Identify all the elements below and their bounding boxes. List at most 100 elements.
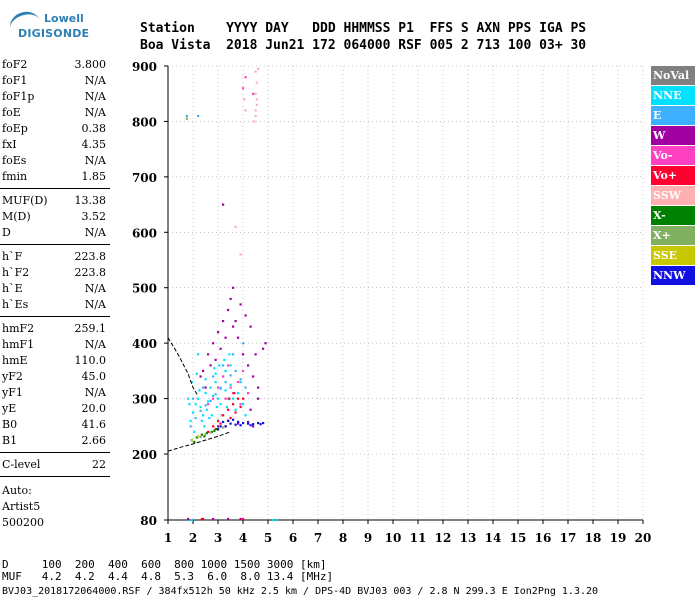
echo-point	[222, 375, 225, 378]
logo: Lowell DIGISONDE	[4, 7, 89, 46]
param-value: 223.8	[74, 266, 107, 279]
echo-point	[275, 519, 278, 522]
echo-point	[234, 225, 237, 228]
echo-point	[242, 403, 245, 406]
echo-point	[227, 397, 230, 400]
param-value: N/A	[84, 386, 106, 399]
legend-item: Vo+	[651, 166, 695, 185]
echo-point	[262, 421, 265, 425]
echo-point	[244, 386, 247, 389]
echo-point	[214, 428, 217, 431]
echo-point	[229, 297, 232, 300]
echo-point	[247, 420, 250, 424]
echo-point	[242, 517, 245, 521]
param-row: C-level 22	[2, 458, 110, 474]
station-header: Station YYYY DAY DDD HHMMSS P1 FFS S AXN…	[140, 20, 586, 54]
param-row: hmE 110.0	[2, 354, 110, 370]
param-name: foF1	[2, 74, 28, 87]
echo-point	[192, 411, 195, 414]
y-tick-label: 300	[132, 393, 157, 407]
param-value: 41.6	[81, 418, 107, 431]
echo-point	[199, 435, 202, 439]
echo-point	[200, 433, 203, 436]
param-name: M(D)	[2, 210, 31, 223]
echo-point	[203, 435, 206, 438]
echo-point	[210, 414, 213, 417]
param-name: B1	[2, 434, 18, 447]
x-tick-label: 1	[164, 531, 172, 545]
echo-point	[272, 519, 275, 522]
x-tick-label: 10	[385, 531, 402, 545]
x-tick-label: 14	[485, 531, 502, 545]
echo-point	[229, 364, 232, 367]
param-value: 4.35	[81, 138, 107, 151]
x-tick-label: 9	[364, 531, 372, 545]
param-value: 22	[92, 458, 106, 471]
echo-point	[215, 428, 218, 431]
echo-point	[188, 403, 191, 406]
param-value: N/A	[84, 74, 106, 87]
echo-point	[254, 353, 257, 356]
echo-point	[237, 397, 240, 400]
x-tick-label: 7	[314, 531, 322, 545]
echo-point	[205, 431, 208, 435]
separator	[0, 244, 110, 245]
echo-point	[218, 364, 221, 367]
y-tick-label: 500	[132, 282, 157, 296]
echo-point	[222, 319, 225, 323]
echo-point	[227, 419, 230, 422]
echo-point	[262, 347, 265, 350]
echo-point	[232, 325, 235, 328]
echo-point	[242, 87, 245, 90]
echo-point	[239, 405, 242, 409]
echo-point	[214, 393, 217, 396]
x-tick-label: 20	[635, 531, 652, 545]
echo-point	[209, 399, 212, 402]
echo-point	[213, 429, 216, 432]
echo-point	[212, 425, 215, 428]
echo-point	[227, 364, 230, 367]
param-name: foF2	[2, 58, 28, 71]
param-value: N/A	[84, 298, 106, 311]
echo-point	[217, 419, 220, 422]
echo-point	[198, 389, 201, 392]
param-row: foF1p N/A	[2, 90, 110, 106]
echo-point	[200, 419, 203, 422]
param-row: foF1 N/A	[2, 74, 110, 90]
muf-table: D 100 200 400 600 800 1000 1500 3000 [km…	[2, 559, 333, 583]
echo-point	[234, 319, 237, 323]
echo-point	[234, 423, 237, 426]
echo-point	[217, 425, 220, 428]
echo-point	[239, 517, 242, 521]
echo-point	[255, 81, 258, 84]
echo-point	[212, 397, 215, 400]
echo-point	[190, 439, 193, 442]
y-tick-label: 400	[132, 337, 157, 351]
echo-point	[244, 414, 247, 417]
echo-point	[217, 428, 220, 431]
y-tick-label: 900	[132, 60, 157, 74]
echo-point	[253, 120, 256, 123]
muf-row: MUF 4.2 4.2 4.4 4.8 5.3 6.0 8.0 13.4 [MH…	[2, 570, 334, 583]
echo-point	[197, 435, 200, 438]
legend-item: NNE	[651, 86, 695, 105]
echo-point	[209, 431, 212, 434]
file-info-footer: BVJ03_2018172064000.RSF / 384fx512h 50 k…	[2, 586, 599, 597]
param-name: yF1	[2, 386, 23, 399]
param-name: h`E	[2, 282, 23, 295]
echo-point	[227, 517, 230, 521]
header-row-labels: Station YYYY DAY DDD HHMMSS P1 FFS S AXN…	[140, 21, 587, 36]
echo-point	[234, 369, 237, 373]
param-row: hmF1 N/A	[2, 338, 110, 354]
echo-point	[205, 408, 208, 411]
echo-point	[193, 440, 196, 444]
echo-point	[225, 405, 228, 409]
param-row: B1 2.66	[2, 434, 110, 450]
param-value: 2.66	[81, 434, 107, 447]
param-value: 3.800	[74, 58, 107, 71]
param-name: fmin	[2, 170, 28, 183]
x-tick-label: 16	[535, 531, 552, 545]
echo-point	[214, 372, 217, 375]
echo-point	[232, 397, 235, 400]
echo-point	[202, 386, 205, 389]
